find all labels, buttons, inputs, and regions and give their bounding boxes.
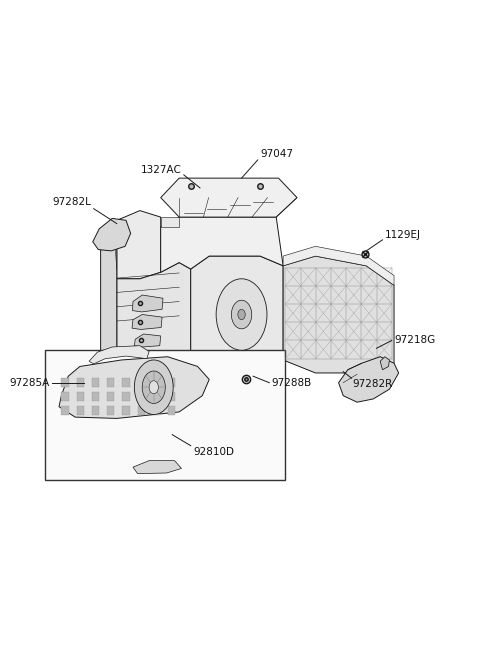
Bar [168, 406, 176, 415]
Text: 1129EJ: 1129EJ [385, 230, 421, 240]
Polygon shape [59, 357, 209, 419]
Polygon shape [161, 217, 179, 227]
Polygon shape [117, 211, 161, 279]
Bar [107, 377, 114, 386]
Bar [153, 377, 160, 386]
Circle shape [134, 360, 173, 415]
Text: 1327AC: 1327AC [141, 165, 181, 175]
Circle shape [231, 300, 252, 329]
Polygon shape [338, 357, 399, 402]
Polygon shape [101, 220, 117, 379]
Bar [168, 377, 176, 386]
Text: 92810D: 92810D [193, 447, 234, 457]
Bar [138, 377, 145, 386]
Bar [138, 392, 145, 401]
Polygon shape [191, 256, 283, 369]
Polygon shape [161, 217, 283, 272]
Text: 97288B: 97288B [272, 378, 312, 388]
Polygon shape [132, 314, 162, 329]
Bar [61, 392, 69, 401]
Polygon shape [132, 295, 163, 312]
Bar [107, 392, 114, 401]
Text: 97282L: 97282L [52, 197, 91, 208]
Bar [153, 406, 160, 415]
Bar [92, 377, 99, 386]
Bar [138, 406, 145, 415]
Bar [77, 406, 84, 415]
Bar [92, 406, 99, 415]
Circle shape [142, 371, 165, 403]
Text: 97218G: 97218G [394, 335, 435, 345]
Text: 97282R: 97282R [352, 379, 393, 390]
Polygon shape [133, 460, 181, 474]
Circle shape [216, 279, 267, 350]
Bar [107, 406, 114, 415]
Bar [61, 377, 69, 386]
Bar [77, 377, 84, 386]
Bar [122, 377, 130, 386]
Bar [92, 392, 99, 401]
Bar [122, 392, 130, 401]
Polygon shape [89, 346, 149, 364]
Polygon shape [117, 263, 191, 379]
Bar [168, 392, 176, 401]
Polygon shape [161, 178, 297, 217]
Bar [77, 392, 84, 401]
Text: 97285A: 97285A [10, 378, 50, 388]
Polygon shape [283, 246, 394, 286]
Circle shape [149, 381, 158, 394]
Text: 97047: 97047 [260, 149, 293, 159]
Bar [45, 350, 286, 480]
Bar [153, 392, 160, 401]
Bar [122, 406, 130, 415]
Polygon shape [380, 357, 389, 369]
Bar [61, 406, 69, 415]
Polygon shape [283, 256, 394, 373]
Polygon shape [134, 334, 161, 347]
Polygon shape [93, 218, 131, 251]
Circle shape [238, 309, 245, 320]
